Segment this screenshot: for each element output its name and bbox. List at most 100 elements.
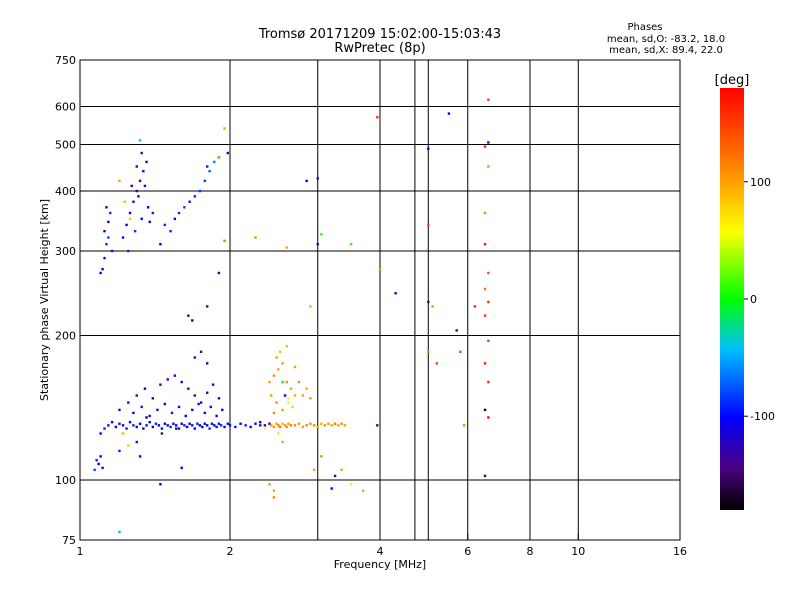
data-point (263, 427, 267, 430)
y-tick-label: 75 (62, 534, 76, 547)
data-point (221, 408, 224, 412)
y-tick-label: 500 (55, 139, 76, 152)
data-point (205, 391, 209, 394)
data-point (312, 468, 316, 472)
data-point (205, 362, 209, 365)
data-point (378, 267, 382, 271)
data-point (140, 151, 143, 155)
data-point (281, 422, 284, 425)
data-point (205, 305, 209, 308)
y-tick-label: 100 (55, 474, 76, 487)
data-point (268, 422, 271, 425)
y-axis-ticks: 75 100 200 300 400 500 600 750 (55, 54, 86, 547)
data-point (301, 425, 305, 429)
data-point (118, 179, 121, 183)
x-axis-ticks: 1 2 4 6 8 10 16 (77, 534, 687, 558)
data-point (297, 422, 301, 425)
data-point (215, 425, 218, 429)
data-point (305, 424, 308, 427)
data-point (103, 256, 106, 260)
data-point (277, 368, 280, 371)
data-point (198, 424, 202, 427)
y-tick-label: 200 (55, 330, 76, 343)
data-point (203, 422, 206, 425)
y-tick-label: 300 (55, 245, 76, 258)
data-point (140, 217, 143, 221)
data-point (142, 427, 145, 430)
data-point (143, 387, 147, 390)
data-point (93, 468, 96, 472)
data-point (188, 200, 191, 203)
data-point (320, 455, 323, 458)
data-point (487, 300, 490, 304)
data-point (148, 420, 151, 424)
data-point (487, 271, 490, 275)
data-point (281, 362, 284, 365)
data-point (99, 455, 102, 458)
data-point (435, 362, 438, 365)
x-tick-label: 10 (571, 545, 585, 558)
data-point (487, 416, 490, 419)
data-point (281, 380, 284, 384)
data-point (483, 211, 487, 215)
data-point (203, 411, 206, 415)
data-point (376, 116, 379, 119)
data-point (135, 394, 138, 397)
data-point (340, 468, 343, 472)
data-point (228, 424, 232, 427)
data-point (316, 242, 319, 246)
data-point (316, 425, 319, 429)
data-point (183, 424, 186, 427)
data-point (101, 466, 104, 470)
data-point (103, 229, 106, 233)
data-point (169, 425, 172, 429)
data-point (213, 424, 216, 427)
data-point (125, 223, 128, 227)
data-point (270, 394, 273, 397)
data-point (110, 420, 114, 424)
data-point (263, 424, 267, 427)
data-point (268, 380, 271, 384)
data-point (169, 229, 172, 233)
data-point (138, 179, 142, 183)
data-point (283, 394, 287, 397)
data-point (105, 206, 108, 209)
data-point (138, 422, 142, 425)
x-tick-label: 8 (527, 545, 534, 558)
data-point (118, 408, 121, 412)
data-point (287, 401, 290, 404)
data-point (455, 329, 458, 332)
data-point (114, 425, 118, 429)
data-point (107, 424, 110, 427)
data-point (135, 440, 138, 444)
data-point (95, 458, 98, 462)
data-point (180, 466, 183, 470)
data-point (323, 424, 327, 427)
data-point (483, 314, 487, 317)
data-point (193, 195, 197, 198)
data-point (301, 394, 305, 397)
data-point (361, 489, 365, 492)
data-point (191, 319, 194, 322)
colorbar-ticks: 100 0 -100 (744, 176, 775, 423)
data-point (140, 405, 143, 409)
data-point (172, 422, 175, 425)
data-point (156, 408, 159, 412)
data-point (210, 422, 214, 425)
data-point (157, 424, 161, 427)
data-point (123, 200, 126, 203)
data-point (275, 401, 278, 404)
y-axis-label: Stationary phase Virtual Height [km] (38, 199, 51, 401)
data-point (199, 401, 203, 404)
data-point (330, 424, 333, 427)
x-axis-label: Frequency [MHz] (334, 558, 426, 571)
data-point (309, 397, 312, 400)
data-point (99, 271, 102, 275)
data-point (349, 483, 353, 486)
data-point (128, 217, 132, 221)
data-point (183, 206, 186, 209)
data-point (483, 474, 487, 478)
data-point (270, 424, 273, 427)
data-point (118, 449, 121, 453)
data-point (376, 424, 379, 427)
